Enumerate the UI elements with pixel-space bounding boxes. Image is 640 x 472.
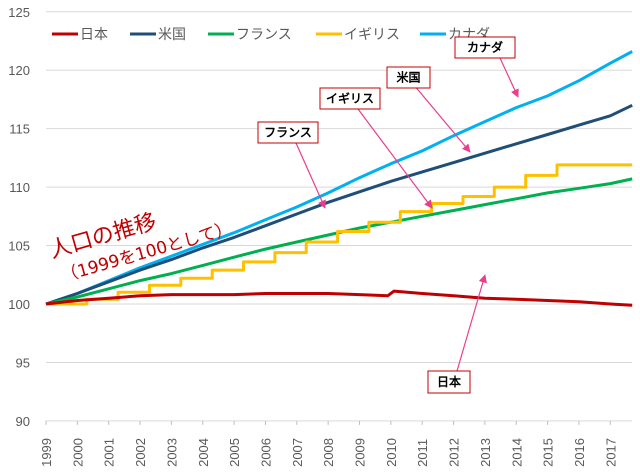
- legend-label: フランス: [236, 27, 292, 43]
- series-lines: [45, 50, 633, 307]
- y-tick-label: 100: [8, 297, 30, 312]
- x-tick-label: 2017: [603, 438, 618, 467]
- annotation-arrow: [456, 274, 487, 372]
- x-tick-label: 2009: [353, 438, 368, 467]
- legend: 日本 米国 フランス イギリス カナダ: [52, 27, 490, 43]
- annotation-box: [319, 87, 381, 110]
- annotation-arrow: [357, 108, 433, 209]
- x-tick-label: 2014: [509, 438, 524, 467]
- x-tick-label: 2001: [102, 438, 117, 467]
- annotation-label: カナダ: [467, 40, 503, 55]
- x-tick-label: 2015: [541, 438, 556, 467]
- x-tick-label: 2000: [70, 438, 85, 467]
- legend-label: 米国: [158, 27, 186, 43]
- annotation-arrow: [499, 57, 519, 98]
- x-tick-label: 2012: [447, 438, 462, 467]
- y-tick-label: 95: [16, 355, 30, 370]
- x-tick-label: 2002: [133, 438, 148, 467]
- series-line-0: [45, 289, 633, 307]
- chart-title: 人口の推移 （1999を100として）: [47, 209, 235, 286]
- annotation-box: [386, 66, 431, 89]
- x-tick-label: 2004: [196, 438, 211, 467]
- y-tick-label: 115: [9, 122, 30, 137]
- annotation-label: イギリス: [326, 91, 374, 106]
- y-tick-label: 110: [9, 180, 30, 195]
- x-tick-label: 2010: [384, 438, 399, 467]
- x-axis-ticks: 1999 2000 2001 2002 2003 2004 2005 2006 2007 2008…: [39, 420, 618, 467]
- annotation-label: フランス: [264, 126, 312, 140]
- x-tick-label: 2016: [572, 438, 587, 467]
- x-tick-label: 2011: [415, 439, 430, 467]
- x-tick-label: 2005: [227, 438, 242, 467]
- y-axis-ticks: 90 95 100 105 110 115 120 125: [8, 5, 30, 429]
- x-tick-label: 1999: [39, 438, 54, 467]
- series-line-3: [46, 163, 633, 306]
- legend-label: 日本: [80, 27, 108, 43]
- y-tick-label: 90: [16, 414, 30, 429]
- y-tick-label: 120: [8, 63, 30, 78]
- annotation-box: [257, 121, 319, 144]
- annotation-arrow: [295, 142, 326, 209]
- series-line-4: [45, 50, 633, 306]
- y-tick-label: 125: [8, 5, 30, 20]
- y-tick-label: 105: [8, 239, 30, 254]
- annotation-label: 日本: [437, 374, 461, 389]
- annotation-label: 米国: [396, 70, 420, 85]
- x-tick-label: 2013: [478, 438, 493, 467]
- x-tick-label: 2003: [164, 438, 179, 467]
- x-tick-label: 2006: [258, 438, 273, 467]
- legend-label: イギリス: [344, 27, 400, 43]
- annotation-box: [427, 370, 471, 394]
- annotation-arrow: [416, 87, 471, 153]
- annotation-box: [454, 36, 516, 59]
- x-tick-label: 2008: [321, 438, 336, 467]
- series-line-1: [45, 103, 633, 306]
- x-tick-label: 2007: [290, 438, 305, 467]
